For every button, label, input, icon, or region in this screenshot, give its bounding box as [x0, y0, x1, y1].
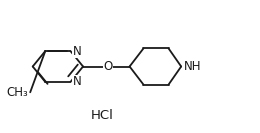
Text: CH₃: CH₃ [6, 86, 28, 99]
Text: N: N [73, 45, 81, 58]
Text: N: N [73, 75, 81, 88]
Text: NH: NH [184, 60, 201, 73]
Text: O: O [103, 60, 113, 73]
Text: HCl: HCl [90, 109, 113, 122]
